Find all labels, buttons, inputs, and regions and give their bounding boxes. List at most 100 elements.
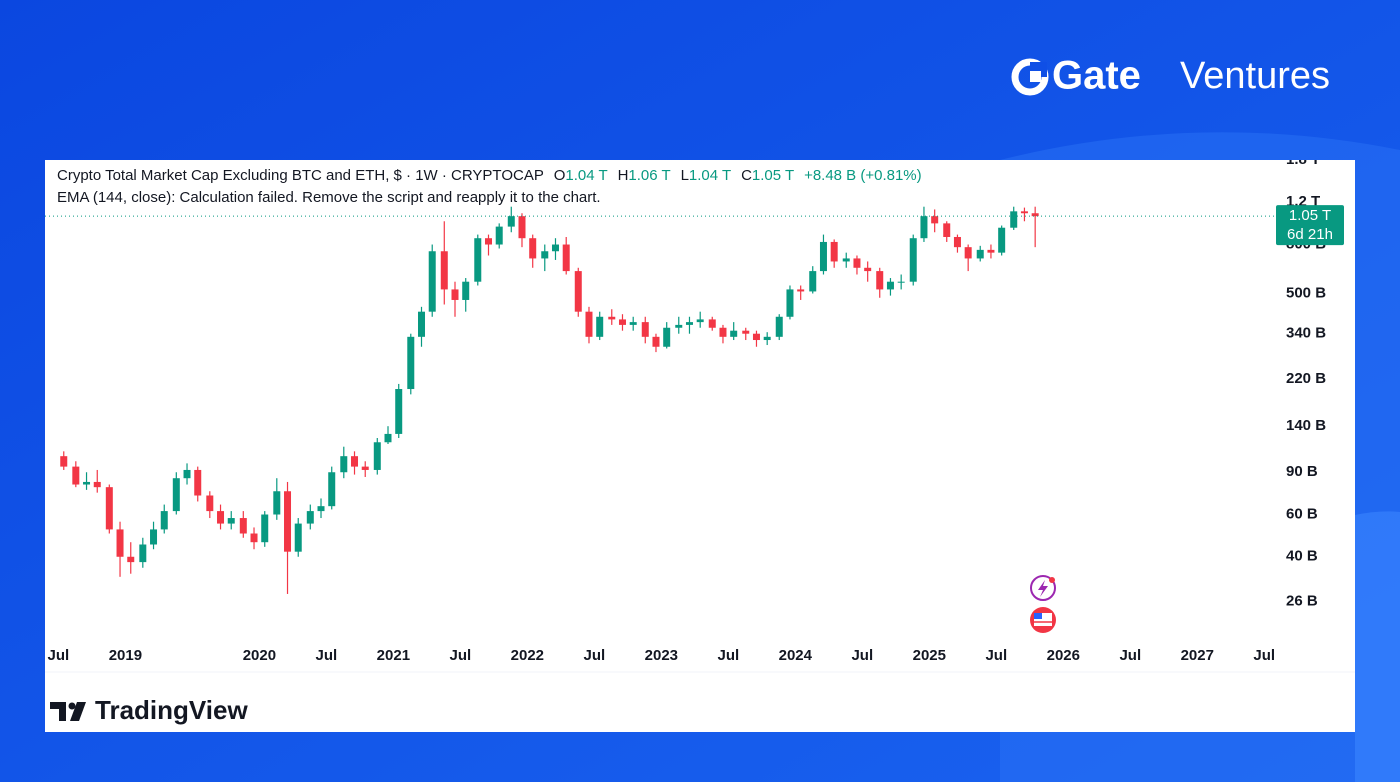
candle-body — [541, 251, 549, 259]
candle-body — [909, 238, 917, 282]
candle-body — [976, 249, 984, 259]
y-tick-label: 340 B — [1286, 325, 1326, 342]
candle-body — [663, 327, 671, 347]
candle-body — [60, 456, 68, 467]
candle-body — [495, 226, 503, 245]
candle-body — [284, 491, 292, 552]
y-tick-label: 90 B — [1286, 463, 1318, 480]
candle-body — [730, 330, 738, 337]
candle-body — [864, 267, 872, 272]
legend-value: 1.06 T — [628, 167, 670, 184]
candle-body — [931, 216, 939, 224]
candle-body — [239, 518, 247, 534]
candle-body — [943, 223, 951, 237]
candle-body — [518, 216, 526, 239]
indicator-note: EMA (144, close): Calculation failed. Re… — [57, 189, 601, 206]
chart-title: Crypto Total Market Cap Excluding BTC an… — [57, 167, 544, 184]
candle-body — [641, 322, 649, 337]
candle-body — [708, 319, 716, 328]
tv-icon — [70, 702, 86, 721]
bg-shape — [1355, 511, 1400, 782]
candle-body — [920, 216, 928, 239]
candle-body — [150, 529, 158, 545]
candle-body — [361, 466, 369, 470]
event-dot — [1049, 577, 1055, 583]
candle-body — [742, 330, 750, 334]
brand-sub: Ventures — [1180, 55, 1330, 97]
candle-body — [217, 511, 225, 524]
x-tick-label: 2025 — [913, 647, 946, 664]
candle-body — [696, 319, 704, 323]
x-tick-label: Jul — [48, 647, 70, 664]
candle-body — [763, 336, 771, 341]
time-axis: Jul 2019 2020 Jul 2021 Jul 2022 Jul 2023 Jul 2024 J… — [48, 640, 1275, 664]
x-tick-label: Jul — [584, 647, 606, 664]
legend-key: C — [741, 167, 752, 184]
candle-body — [574, 271, 582, 312]
x-tick-label: 2020 — [243, 647, 276, 664]
x-tick-label: Jul — [1253, 647, 1275, 664]
candle-body — [897, 281, 905, 283]
candle-body — [809, 271, 817, 292]
candle-body — [1010, 211, 1018, 228]
legend-value: 1.05 T — [752, 167, 794, 184]
candle-body — [373, 442, 381, 470]
candle-body — [675, 324, 683, 328]
candle-body — [328, 472, 336, 507]
candle-body — [127, 556, 135, 563]
x-tick-label: 2023 — [645, 647, 678, 664]
candle-body — [93, 481, 101, 488]
x-tick-label: 2024 — [779, 647, 813, 664]
event-icon-bolt — [1038, 580, 1048, 597]
candle-body — [206, 495, 214, 512]
x-tick-label: 2027 — [1181, 647, 1214, 664]
y-tick-label: 40 B — [1286, 548, 1318, 565]
tradingview-logo: TradingView — [50, 695, 248, 725]
legend-value: 1.04 T — [565, 167, 607, 184]
candle-body — [340, 456, 348, 473]
brand-icon-square — [1030, 71, 1041, 82]
x-tick-label: Jul — [316, 647, 338, 664]
candle-body — [273, 491, 281, 515]
x-tick-label: 2021 — [377, 647, 410, 664]
candle-body — [998, 227, 1006, 253]
candle-body — [752, 333, 760, 341]
candle-body — [72, 466, 80, 485]
candle-body — [953, 236, 961, 248]
candle-body — [139, 544, 147, 563]
candle-body — [685, 322, 693, 325]
candle-body — [618, 319, 626, 325]
candle-body — [227, 518, 235, 524]
y-tick-label: 60 B — [1286, 505, 1318, 522]
plot — [45, 206, 1275, 594]
candle-body — [384, 433, 392, 443]
x-tick-label: 2022 — [511, 647, 544, 664]
candle-body — [964, 247, 972, 259]
legend-key: H — [618, 167, 629, 184]
y-tick-label: 1.8 T — [1286, 151, 1320, 168]
chart-panel — [45, 160, 1355, 732]
candle-body — [116, 529, 124, 557]
candle-body — [317, 506, 325, 512]
candle-body — [551, 244, 559, 252]
candle-body — [842, 258, 850, 262]
candle-body — [886, 281, 894, 290]
legend-key: L — [681, 167, 689, 184]
candle-body — [797, 289, 805, 292]
candle-body — [786, 289, 794, 317]
candle-body — [351, 456, 359, 467]
event-icons — [1030, 575, 1056, 633]
candle-body — [652, 336, 660, 347]
candle-body — [484, 238, 492, 245]
candle-body — [853, 258, 861, 268]
candle-body — [629, 322, 637, 325]
legend-value: 1.04 T — [689, 167, 731, 184]
candle-body — [474, 238, 482, 282]
candle-body — [876, 271, 884, 290]
candle-body — [306, 511, 314, 524]
x-tick-label: Jul — [851, 647, 873, 664]
tv-logo-text: TradingView — [95, 695, 248, 725]
x-tick-label: Jul — [717, 647, 739, 664]
